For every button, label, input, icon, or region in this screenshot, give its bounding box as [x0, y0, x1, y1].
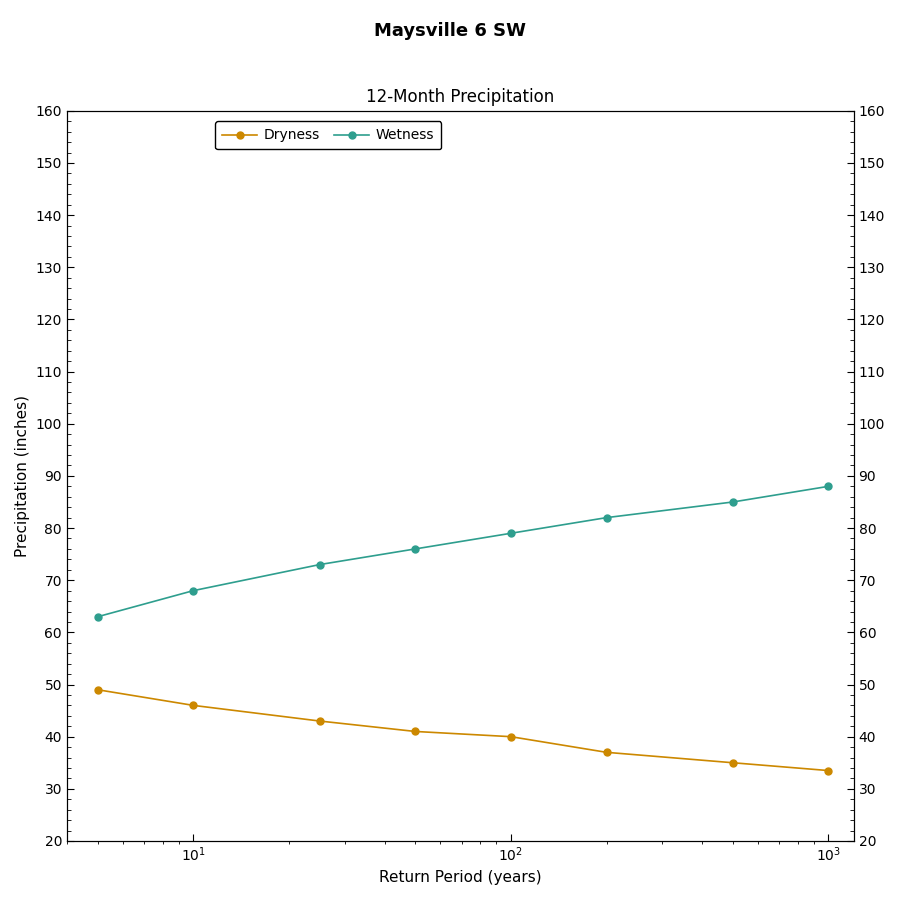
Dryness	[410, 726, 420, 737]
Dryness	[188, 700, 199, 711]
Wetness	[93, 611, 104, 622]
Text: Maysville 6 SW: Maysville 6 SW	[374, 22, 526, 40]
Wetness	[506, 528, 517, 539]
Dryness	[93, 684, 104, 695]
Wetness	[410, 544, 420, 554]
Line: Dryness: Dryness	[94, 687, 832, 774]
Dryness	[506, 732, 517, 742]
Dryness	[314, 716, 325, 726]
Dryness	[601, 747, 612, 758]
Legend: Dryness, Wetness: Dryness, Wetness	[215, 122, 441, 149]
Title: 12-Month Precipitation: 12-Month Precipitation	[366, 88, 554, 106]
Wetness	[314, 559, 325, 570]
X-axis label: Return Period (years): Return Period (years)	[379, 870, 542, 885]
Dryness	[824, 765, 834, 776]
Y-axis label: Precipitation (inches): Precipitation (inches)	[15, 395, 30, 557]
Line: Wetness: Wetness	[94, 483, 832, 620]
Wetness	[824, 481, 834, 491]
Dryness	[727, 758, 738, 769]
Wetness	[727, 497, 738, 508]
Wetness	[188, 585, 199, 596]
Wetness	[601, 512, 612, 523]
